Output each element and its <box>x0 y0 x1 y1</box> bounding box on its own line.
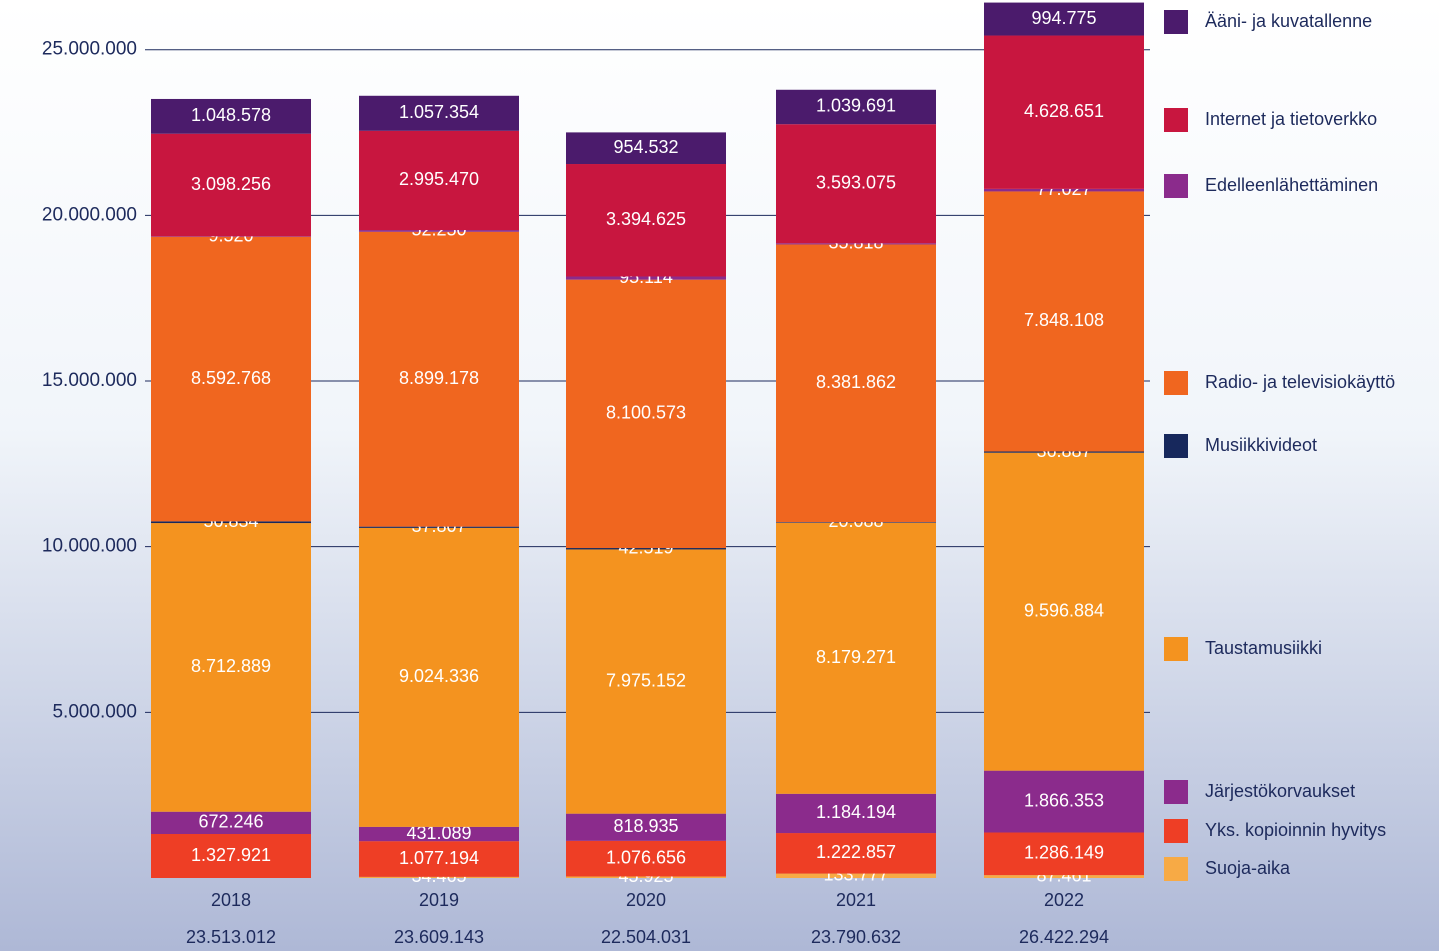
y-tick-label: 25.000.000 <box>42 39 137 60</box>
legend-swatch <box>1164 108 1188 132</box>
segment-label: 3.098.256 <box>191 174 271 194</box>
legend-swatch <box>1164 174 1188 198</box>
segment-label: 7.848.108 <box>1024 310 1104 330</box>
legend-swatch <box>1164 857 1188 881</box>
segment-label: 818.935 <box>613 816 678 836</box>
legend-swatch <box>1164 371 1188 395</box>
segment-label: 9.024.336 <box>399 666 479 686</box>
segment-label: 8.381.862 <box>816 372 896 392</box>
segment-label: 8.899.178 <box>399 368 479 388</box>
segment-label: 8.712.889 <box>191 656 271 676</box>
legend-swatch <box>1164 434 1188 458</box>
y-tick-label: 5.000.000 <box>52 701 137 722</box>
segment-label: 7.975.152 <box>606 670 686 690</box>
x-tick-label: 2020 <box>626 890 666 910</box>
legend-label: Suoja-aika <box>1205 858 1291 878</box>
segment-label: 3.593.075 <box>816 172 896 192</box>
total-label: 22.504.031 <box>601 927 691 947</box>
total-label: 23.790.632 <box>811 927 901 947</box>
legend-label: Järjestökorvaukset <box>1205 781 1355 801</box>
segment-label: 9.596.884 <box>1024 600 1104 620</box>
segment-label: 1.286.149 <box>1024 843 1104 863</box>
segment-label: 994.775 <box>1031 8 1096 28</box>
segment-label: 1.866.353 <box>1024 790 1104 810</box>
segment-label: 2.995.470 <box>399 169 479 189</box>
segment-label: 8.100.573 <box>606 403 686 423</box>
segment-label: 1.077.194 <box>399 848 479 868</box>
segment-label: 1.327.921 <box>191 845 271 865</box>
segment-label: 8.179.271 <box>816 647 896 667</box>
segment-label: 1.057.354 <box>399 102 479 122</box>
total-label: 23.609.143 <box>394 927 484 947</box>
legend-swatch <box>1164 10 1188 34</box>
segment-label: 3.394.625 <box>606 209 686 229</box>
legend-swatch <box>1164 819 1188 843</box>
segment-label: 1.076.656 <box>606 847 686 867</box>
legend-label: Yks. kopioinnin hyvitys <box>1205 820 1386 840</box>
x-tick-label: 2019 <box>419 890 459 910</box>
total-label: 26.422.294 <box>1019 927 1109 947</box>
chart: 5.000.000 10.000.000 15.000.000 20.000.000 2… <box>0 0 1439 951</box>
segment-label: 672.246 <box>198 812 263 832</box>
segment-label: 1.048.578 <box>191 105 271 125</box>
y-tick-label: 15.000.000 <box>42 370 137 391</box>
segment-label: 4.628.651 <box>1024 101 1104 121</box>
legend-label: Edelleenlähettäminen <box>1205 175 1378 195</box>
legend-swatch <box>1164 780 1188 804</box>
x-tick-label: 2021 <box>836 890 876 910</box>
segment-label: 8.592.768 <box>191 368 271 388</box>
legend-label: Musiikkivideot <box>1205 435 1317 455</box>
segment-label: 1.222.857 <box>816 842 896 862</box>
segment-label: 1.184.194 <box>816 802 896 822</box>
legend-label: Radio- ja televisiokäyttö <box>1205 372 1395 392</box>
legend-label: Ääni- ja kuvatallenne <box>1205 11 1372 31</box>
total-label: 23.513.012 <box>186 927 276 947</box>
legend-label: Internet ja tietoverkko <box>1205 109 1377 129</box>
legend-label: Taustamusiikki <box>1205 638 1322 658</box>
y-tick-label: 10.000.000 <box>42 536 137 557</box>
y-tick-label: 20.000.000 <box>42 204 137 225</box>
bars: 1.327.921672.2468.712.88950.8348.592.768… <box>151 3 1144 947</box>
legend-swatch <box>1164 637 1188 661</box>
x-tick-label: 2018 <box>211 890 251 910</box>
segment-label: 1.039.691 <box>816 96 896 116</box>
segment-label: 954.532 <box>613 137 678 157</box>
x-tick-label: 2022 <box>1044 890 1084 910</box>
